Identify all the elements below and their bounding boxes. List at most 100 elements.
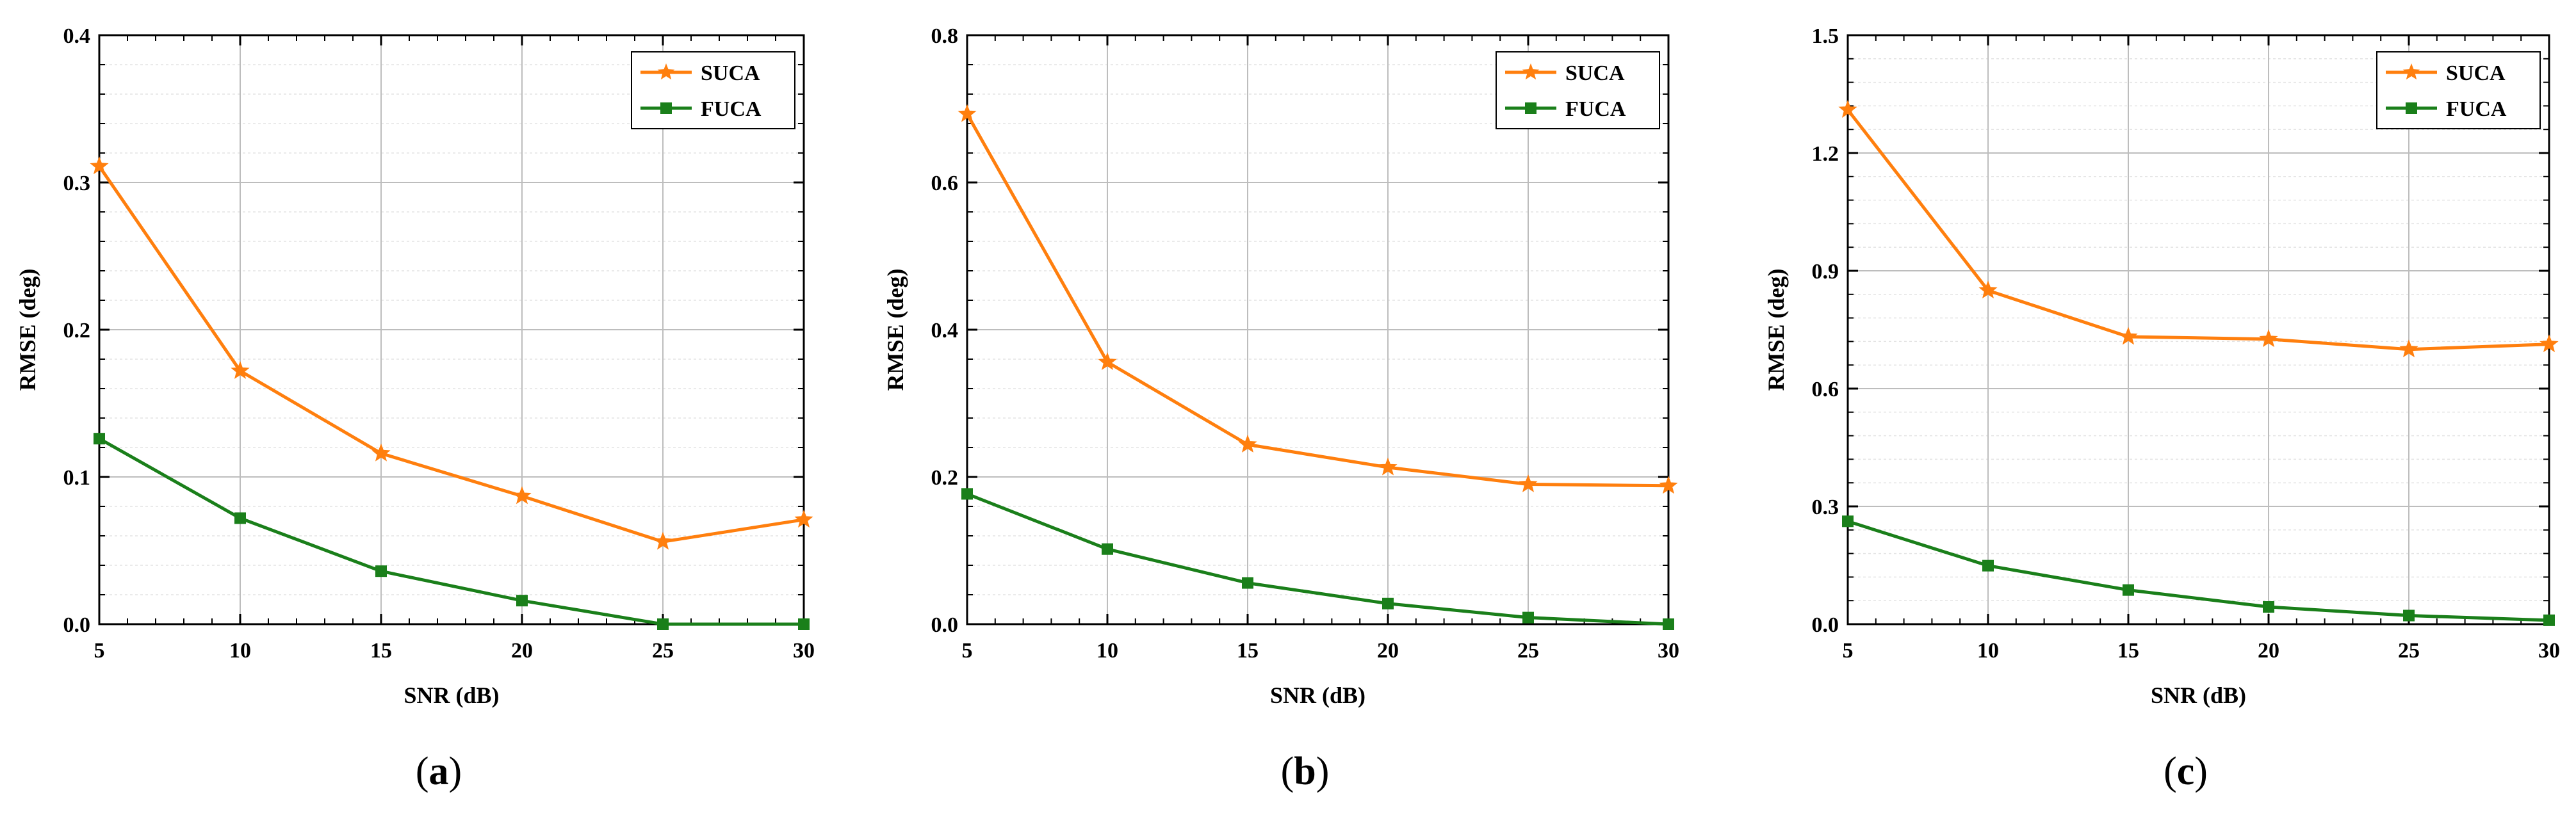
data-point-suca [90,156,109,175]
legend-box [2376,51,2541,129]
panel-caption: (b) [1281,750,1330,793]
y-tick-label: 0.2 [63,319,91,342]
y-axis-title: RMSE (deg) [15,269,40,391]
legend-marker-fuca [1525,102,1537,114]
data-point-suca [2259,329,2278,348]
legend-marker-fuca [660,102,672,114]
data-point-suca [1519,474,1538,492]
data-point-fuca [961,488,973,500]
data-point-fuca [1663,618,1674,630]
legend-label-suca: SUCA [701,61,760,85]
data-point-suca [653,531,673,550]
plot-frame [1846,34,2550,625]
legend: SUCA FUCA [631,51,795,129]
data-point-suca [2539,334,2559,353]
legend-label-fuca: FUCA [701,97,762,121]
series-line-suca [1846,108,2550,351]
legend-box [631,51,795,129]
data-point-fuca [2263,601,2274,613]
legend-label-fuca: FUCA [1565,97,1626,121]
x-tick-label: 5 [962,639,973,663]
x-tick-label: 25 [652,639,674,663]
data-point-fuca [234,512,246,524]
data-point-fuca [657,618,669,630]
y-tick-label: 0.1 [63,466,91,490]
series-line-suca [97,165,804,544]
chart-panel-c: 0.0 0.3 0.6 0.9 1.2 1.5 5 10 15 20 25 30 SNR (dB) RMS… [1763,24,2560,793]
x-tick-label: 15 [370,639,392,663]
data-point-suca [1978,280,1998,299]
x-tick-label: 15 [1237,639,1259,663]
x-axis-title: SNR (dB) [1270,682,1365,708]
x-tick-label: 25 [1517,639,1539,663]
legend-marker-suca [657,63,675,80]
y-tick-label: 0.0 [63,613,91,637]
data-point-fuca [798,618,810,630]
legend-marker-suca [2402,63,2420,80]
x-tick-label: 30 [793,639,815,663]
chart-panel-b: 0.0 0.2 0.4 0.6 0.8 5 10 15 20 25 30 SNR (dB) RMSE (… [883,24,1679,793]
legend-label-fuca: FUCA [2446,97,2507,121]
y-tick-label: 0.0 [1812,613,1839,637]
data-point-suca [958,104,977,122]
data-point-fuca [1242,577,1253,589]
data-point-fuca [1382,597,1394,609]
data-point-fuca [2123,584,2134,596]
chart-panel-a: 0.0 0.1 0.2 0.3 0.4 5 10 15 20 25 30 SNR (dB) RMSE (… [15,24,815,793]
y-tick-label: 0.3 [63,172,91,195]
legend-label-suca: SUCA [2446,61,2506,85]
series-line-fuca [966,492,1669,626]
legend-box [1496,51,1660,129]
y-tick-label: 0.4 [931,319,959,342]
x-tick-label: 10 [1096,639,1118,663]
y-tick-label: 0.6 [931,172,959,195]
y-tick-label: 0.8 [931,24,959,48]
y-tick-label: 0.3 [1812,496,1839,519]
x-tick-label: 25 [2398,639,2420,663]
legend: SUCA FUCA [1496,51,1660,129]
series-line-fuca [1847,519,2550,622]
y-tick-label: 0.4 [63,24,91,48]
y-axis-title: RMSE (deg) [1763,269,1789,391]
y-tick-label: 1.2 [1812,142,1839,166]
x-tick-label: 20 [511,639,533,663]
data-point-fuca [94,433,105,445]
data-point-fuca [2403,609,2415,622]
data-point-fuca [375,565,387,577]
data-point-fuca [2543,614,2555,626]
y-tick-label: 0.6 [1812,378,1839,401]
data-point-fuca [1982,560,1994,572]
y-tick-label: 0.9 [1812,260,1839,284]
x-axis-title: SNR (dB) [404,682,499,708]
data-point-suca [1238,435,1257,453]
data-point-suca [2119,326,2138,345]
series-line-suca [965,113,1669,488]
x-tick-label: 10 [229,639,251,663]
x-tick-label: 20 [1377,639,1399,663]
x-tick-label: 5 [94,639,105,663]
x-tick-label: 5 [1843,639,1854,663]
x-tick-label: 15 [2117,639,2139,663]
panel-caption: (c) [2164,750,2208,793]
data-point-fuca [516,595,528,607]
x-tick-label: 10 [1977,639,1999,663]
legend-label-suca: SUCA [1565,61,1625,85]
panel-caption: (a) [416,750,462,793]
x-tick-label: 20 [2258,639,2279,663]
y-tick-label: 1.5 [1812,24,1839,48]
data-point-suca [1378,457,1398,476]
data-point-suca [371,443,391,462]
data-point-fuca [1842,515,1854,528]
data-point-suca [2399,339,2418,358]
y-tick-label: 0.0 [931,613,959,637]
data-point-suca [794,510,813,528]
y-axis-title: RMSE (deg) [883,269,908,391]
y-tick-label: 0.2 [931,466,959,490]
data-point-suca [512,486,532,504]
data-point-suca [1838,100,1857,118]
legend-marker-fuca [2406,102,2417,114]
data-point-fuca [1522,611,1534,624]
data-point-suca [1659,476,1678,494]
x-tick-label: 30 [2538,639,2560,663]
